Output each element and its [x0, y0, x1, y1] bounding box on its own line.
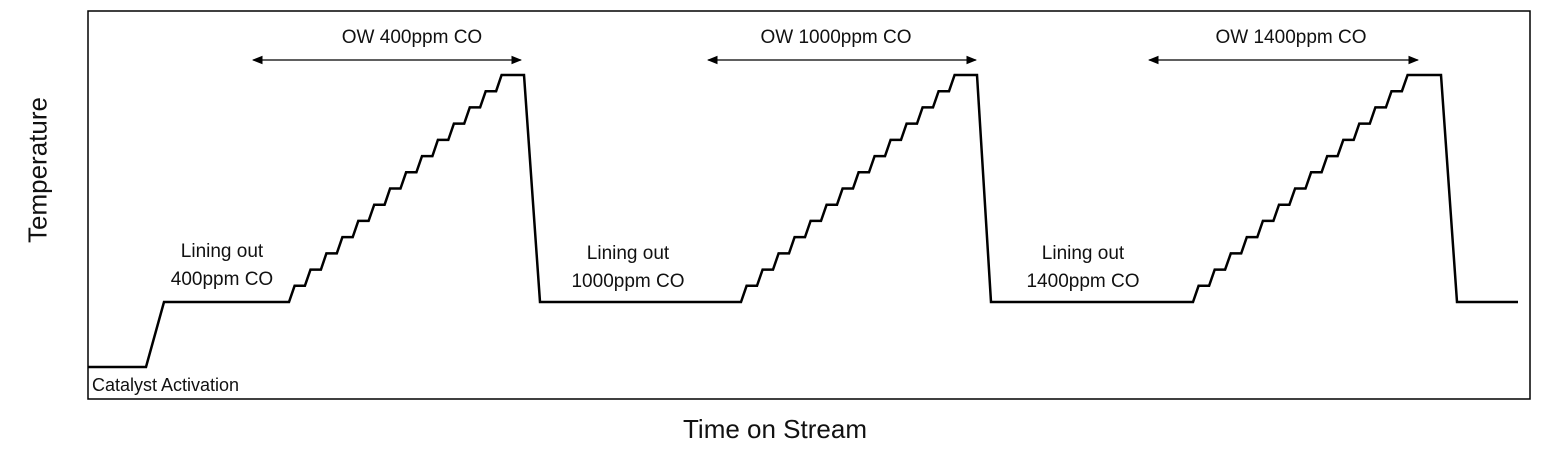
lining-1000-line1: Lining out — [586, 243, 670, 264]
plot-frame — [87, 10, 1531, 400]
lining-1400-line2: 1400ppm CO — [1026, 271, 1140, 292]
lining-1000-line2: 1000ppm CO — [571, 271, 685, 292]
lining-1000-label: Lining out 1000ppm CO — [571, 240, 684, 296]
ow-1400-label: OW 1400ppm CO — [1215, 27, 1367, 48]
lining-400-line1: Lining out — [180, 241, 264, 262]
ow-400-label: OW 400ppm CO — [341, 27, 483, 48]
lining-400-label: Lining out 400ppm CO — [171, 238, 273, 294]
lining-1400-label: Lining out 1400ppm CO — [1026, 240, 1139, 296]
x-axis-label: Time on Stream — [683, 414, 867, 444]
temperature-profile-line — [88, 73, 1518, 369]
ow-1000-label: OW 1000ppm CO — [760, 27, 912, 48]
y-axis-label: Temperature — [22, 97, 53, 243]
lining-400-line2: 400ppm CO — [170, 269, 274, 290]
lining-1400-line1: Lining out — [1041, 243, 1125, 264]
catalyst-activation-label: Catalyst Activation — [92, 375, 240, 395]
